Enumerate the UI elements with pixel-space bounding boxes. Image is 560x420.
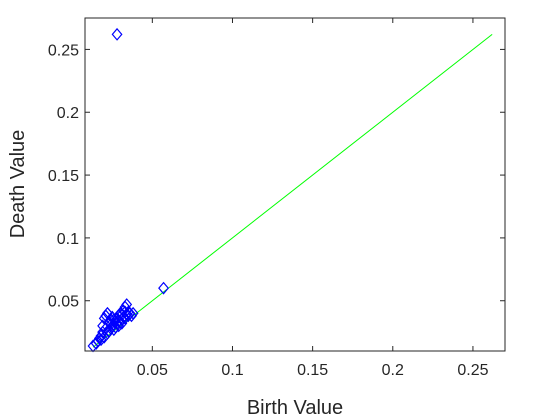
data-point [119,305,131,319]
diagonal-line [92,33,493,348]
y-tick-label: 0.2 [57,105,79,122]
x-tick-label: 0.25 [457,362,488,379]
y-tick-label: 0.25 [48,42,79,59]
y-tick-label: 0.15 [48,168,79,185]
plot-background [85,18,505,351]
data-point [111,27,123,41]
data-point [121,298,133,311]
data-point [116,308,128,321]
data-point [158,281,170,295]
y-tick-label: 0.05 [48,294,79,311]
y-axis-label: Death Value [7,130,29,239]
data-point [105,318,117,332]
x-tick-label: 0.05 [137,362,168,379]
x-tick-label: 0.15 [297,362,328,379]
plot-frame [84,17,506,352]
data-point [95,329,107,343]
y-tick-label: 0.1 [57,231,79,248]
data-point [98,330,110,344]
data-point [95,333,107,347]
data-point [113,314,125,328]
data-point [100,321,112,335]
x-tick-label: 0.2 [382,362,404,379]
x-axis-label: Birth Value [247,397,343,419]
x-tick-label: 0.1 [221,362,243,379]
